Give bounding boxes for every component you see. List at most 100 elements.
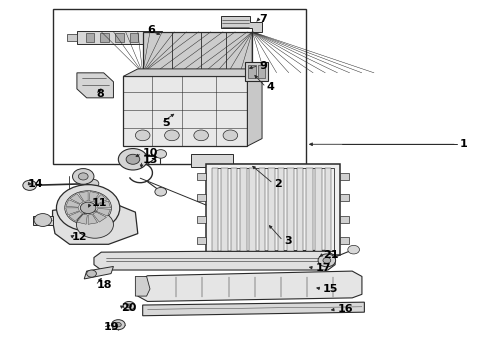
Circle shape <box>155 150 167 158</box>
Text: 10: 10 <box>143 148 158 158</box>
Polygon shape <box>123 69 262 76</box>
Polygon shape <box>220 16 262 32</box>
Circle shape <box>126 304 131 307</box>
Polygon shape <box>84 266 114 279</box>
Circle shape <box>318 254 336 267</box>
Bar <box>316 168 322 251</box>
Polygon shape <box>97 201 111 208</box>
Bar <box>249 168 256 251</box>
Bar <box>258 65 266 78</box>
Circle shape <box>23 180 36 190</box>
Circle shape <box>118 149 147 170</box>
Polygon shape <box>143 32 252 73</box>
Polygon shape <box>33 216 52 225</box>
Text: 15: 15 <box>323 284 338 294</box>
Circle shape <box>87 270 97 277</box>
Bar <box>206 164 340 255</box>
Bar <box>221 168 228 251</box>
Bar <box>52 9 306 164</box>
Circle shape <box>323 257 331 263</box>
Bar <box>197 173 206 180</box>
Polygon shape <box>245 62 269 81</box>
Text: 5: 5 <box>162 118 170 128</box>
Polygon shape <box>89 192 99 202</box>
Polygon shape <box>192 154 233 167</box>
Text: 6: 6 <box>147 25 155 35</box>
Text: 11: 11 <box>92 198 107 208</box>
Circle shape <box>165 130 179 141</box>
Circle shape <box>65 191 112 225</box>
Circle shape <box>126 154 140 164</box>
Polygon shape <box>94 250 335 270</box>
Bar <box>287 168 294 251</box>
Bar <box>212 168 219 251</box>
Bar <box>340 216 349 223</box>
Bar <box>115 33 123 42</box>
Bar <box>248 65 256 78</box>
Circle shape <box>155 188 167 196</box>
Text: 2: 2 <box>274 179 282 189</box>
Text: 21: 21 <box>323 250 339 260</box>
Bar <box>240 168 246 251</box>
Text: 13: 13 <box>143 156 158 165</box>
Text: 4: 4 <box>267 82 275 92</box>
Text: 18: 18 <box>97 280 112 291</box>
Polygon shape <box>67 33 77 41</box>
Text: 16: 16 <box>338 304 353 314</box>
Bar <box>340 173 349 180</box>
Circle shape <box>56 185 120 231</box>
Circle shape <box>73 168 94 184</box>
Polygon shape <box>143 302 365 316</box>
Bar <box>197 194 206 202</box>
Polygon shape <box>88 214 98 224</box>
Polygon shape <box>66 208 79 215</box>
Circle shape <box>123 301 135 310</box>
Text: 8: 8 <box>97 89 104 99</box>
Bar <box>340 237 349 244</box>
Bar <box>144 33 153 42</box>
Bar <box>197 216 206 223</box>
Text: 12: 12 <box>72 232 88 242</box>
Text: 14: 14 <box>28 179 44 189</box>
Bar <box>306 168 313 251</box>
Bar <box>325 168 331 251</box>
Bar <box>340 194 349 202</box>
Circle shape <box>76 211 114 238</box>
Polygon shape <box>97 208 110 216</box>
Polygon shape <box>94 194 107 204</box>
Circle shape <box>112 320 125 330</box>
Text: 9: 9 <box>260 61 268 71</box>
Polygon shape <box>52 203 138 244</box>
Circle shape <box>348 246 360 254</box>
Polygon shape <box>247 69 262 146</box>
Bar <box>100 33 109 42</box>
Polygon shape <box>93 212 106 222</box>
Text: 17: 17 <box>316 263 331 273</box>
Circle shape <box>87 179 99 188</box>
Polygon shape <box>69 211 82 221</box>
Circle shape <box>135 130 150 141</box>
Bar <box>86 33 95 42</box>
Circle shape <box>116 323 121 327</box>
Polygon shape <box>220 167 233 176</box>
Polygon shape <box>77 31 162 44</box>
Polygon shape <box>78 192 88 201</box>
Bar <box>259 168 266 251</box>
Text: 19: 19 <box>104 322 120 332</box>
Polygon shape <box>66 200 80 207</box>
Circle shape <box>80 202 96 213</box>
Bar <box>278 168 284 251</box>
Polygon shape <box>77 73 114 98</box>
Bar <box>129 33 138 42</box>
Text: 20: 20 <box>121 302 136 312</box>
Polygon shape <box>123 76 247 146</box>
Polygon shape <box>77 214 87 224</box>
Bar <box>231 168 237 251</box>
Circle shape <box>194 130 208 141</box>
Text: 7: 7 <box>260 14 268 24</box>
Circle shape <box>34 213 51 226</box>
Bar <box>269 168 275 251</box>
Bar <box>197 237 206 244</box>
Polygon shape <box>70 194 83 204</box>
Polygon shape <box>135 276 150 296</box>
